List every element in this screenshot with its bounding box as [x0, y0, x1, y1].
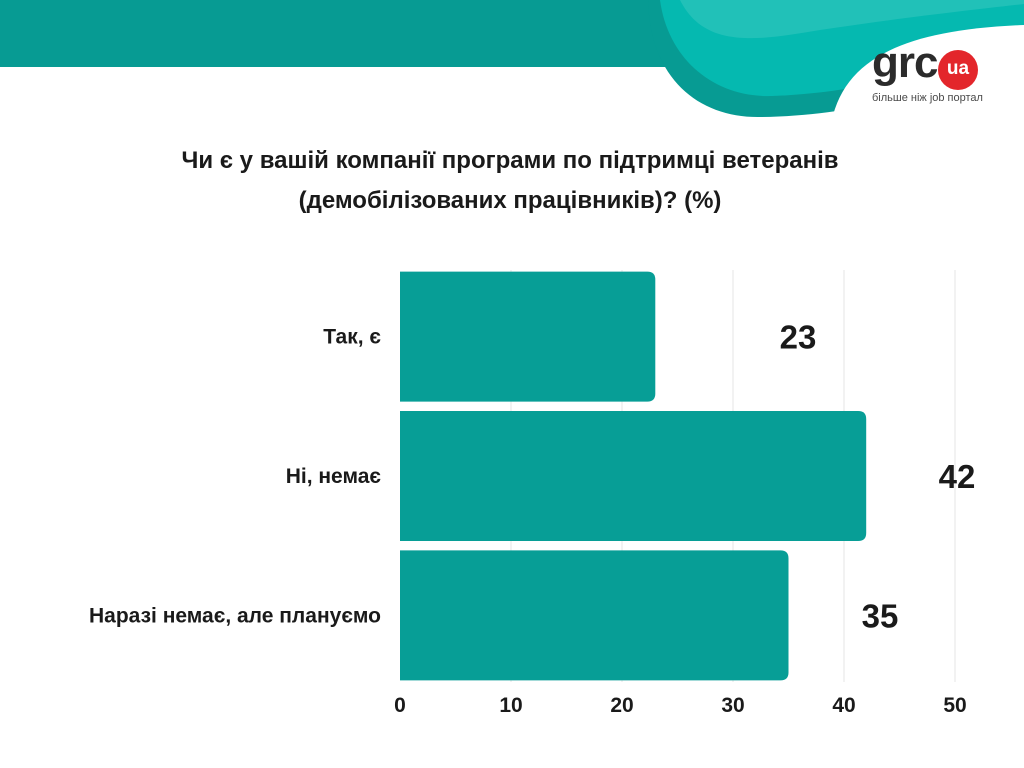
value-label-3: 35: [862, 597, 899, 634]
logo-ua-badge: ua: [938, 50, 978, 90]
value-label-1: 23: [780, 319, 817, 356]
bar-1: [400, 271, 656, 402]
logo-backdrop: [830, 25, 1024, 130]
logo-wordmark: grc: [872, 38, 938, 87]
value-label-2: 42: [939, 458, 976, 495]
logo-tagline: більше ніж job портал: [872, 92, 983, 104]
x-tick-label-30: 30: [721, 694, 744, 717]
chart-title-line-2: (демобілізованих працівників)? (%): [298, 187, 722, 214]
header-decoration: [0, 0, 1024, 130]
bar-2: [400, 411, 867, 541]
category-label-3: Наразі немає, але плануємо: [89, 604, 381, 627]
grc-logo[interactable]: grc ua більше ніж job портал: [872, 40, 992, 110]
chart-title-line-1: Чи є у вашій компанії програми по підтри…: [181, 147, 839, 174]
chart-title: Чи є у вашій компанії програми по підтри…: [40, 141, 980, 221]
x-tick-label-40: 40: [832, 694, 855, 717]
bar-3: [400, 550, 789, 681]
header-wave-white: [680, 0, 1024, 39]
category-label-1: Так, є: [323, 326, 381, 349]
x-tick-label-0: 0: [394, 694, 406, 717]
x-tick-label-50: 50: [943, 694, 966, 717]
header-band: [0, 0, 700, 67]
category-label-2: Ні, немає: [286, 465, 382, 488]
x-tick-label-10: 10: [499, 694, 522, 717]
x-tick-label-20: 20: [610, 694, 633, 717]
